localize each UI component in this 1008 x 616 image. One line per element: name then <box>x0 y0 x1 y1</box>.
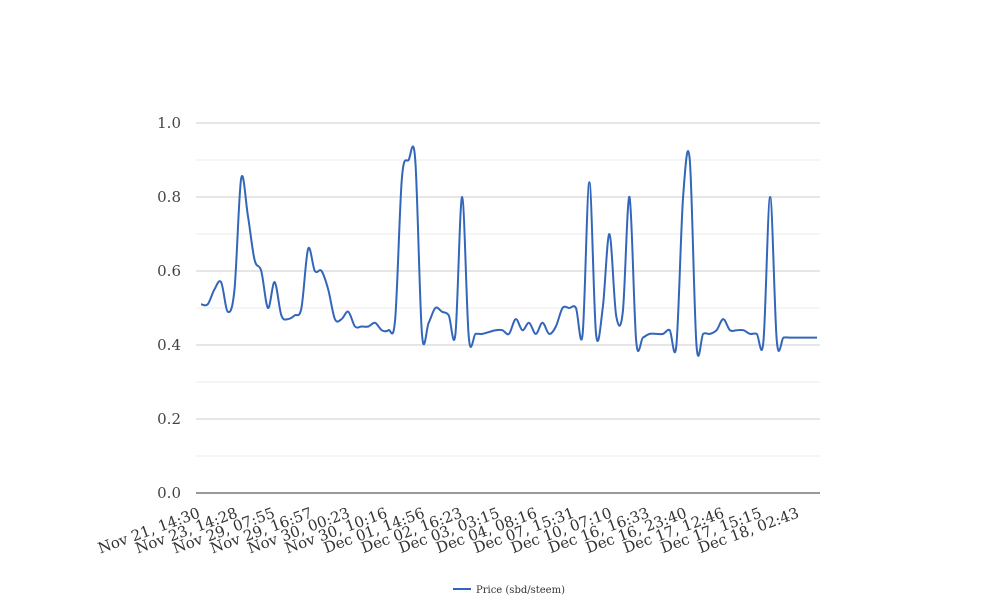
y-tick-label: 0.4 <box>157 336 181 354</box>
y-tick-label: 0.2 <box>157 410 181 428</box>
legend: Price (sbd/steem) <box>453 585 565 596</box>
y-tick-label: 0.0 <box>157 484 181 502</box>
y-tick-label: 1.0 <box>157 114 181 132</box>
legend-label: Price (sbd/steem) <box>476 585 565 596</box>
y-tick-label: 0.8 <box>157 188 181 206</box>
series-line-price <box>200 145 817 357</box>
y-tick-label: 0.6 <box>157 262 181 280</box>
y-axis: 0.0 0.2 0.4 0.6 0.8 1.0 <box>157 114 181 502</box>
series-layer <box>200 145 817 357</box>
grid-layer <box>196 122 820 494</box>
